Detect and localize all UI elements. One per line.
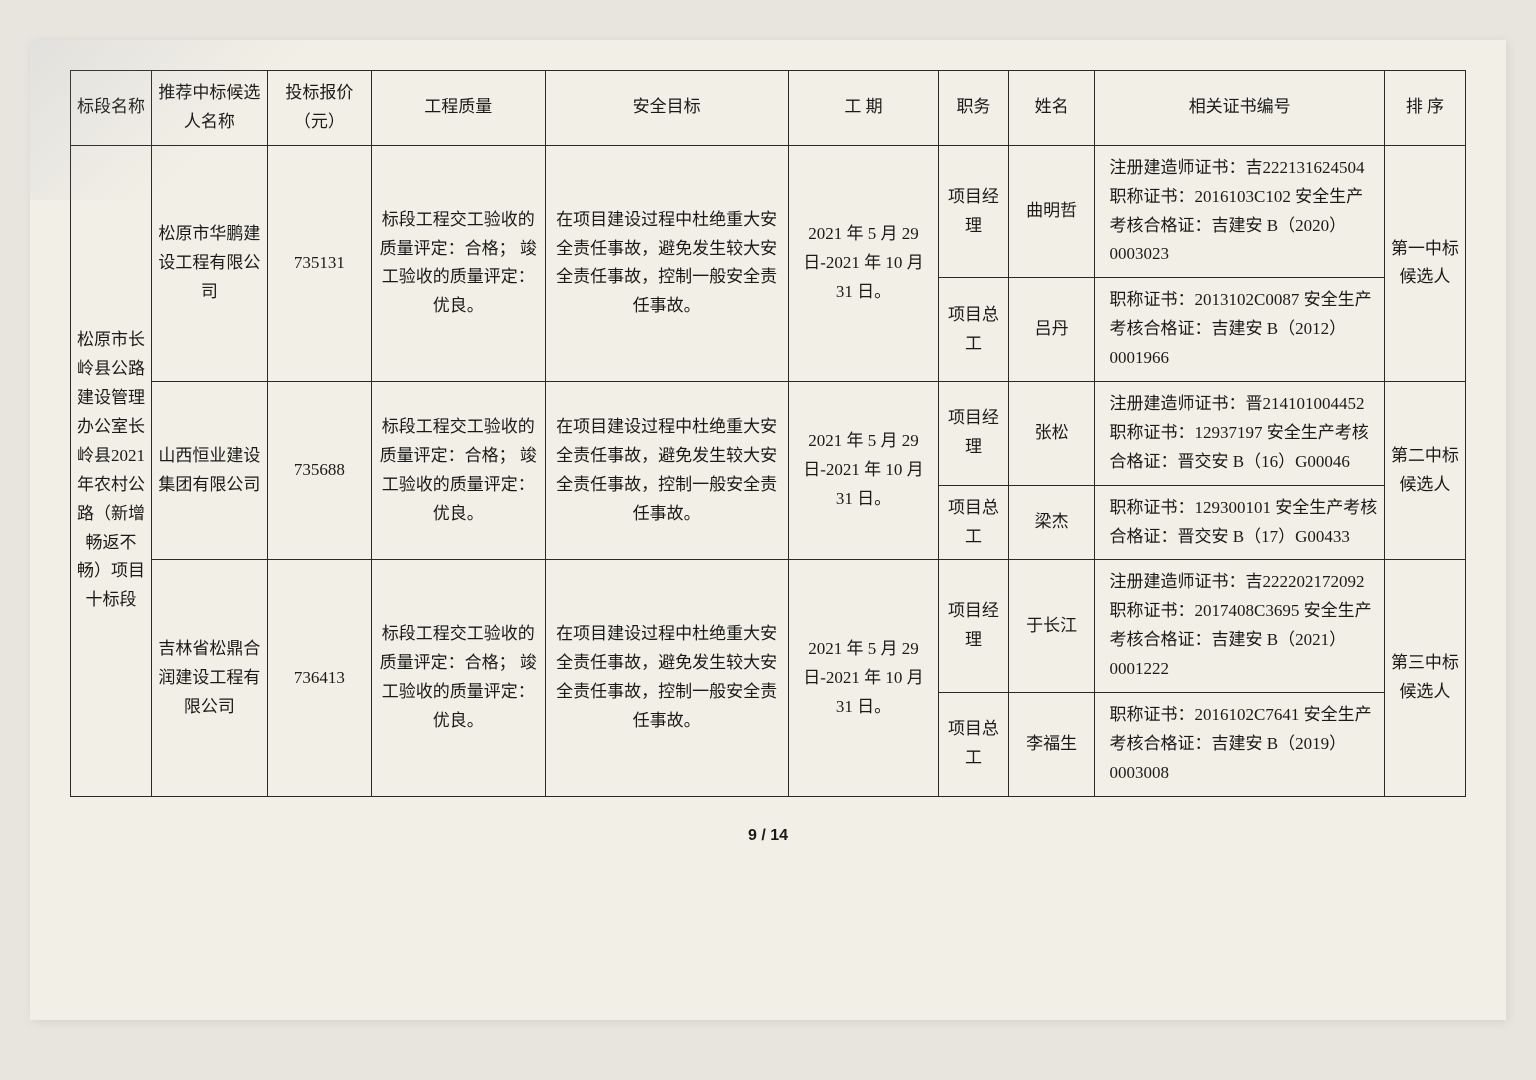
cell-cert: 注册建造师证书：吉222202172092 职称证书：2017408C3695 … <box>1095 560 1384 693</box>
cell-name: 李福生 <box>1008 693 1095 797</box>
cell-price: 735131 <box>267 145 371 381</box>
th-safety: 安全目标 <box>545 71 788 146</box>
th-price: 投标报价 （元） <box>267 71 371 146</box>
cell-rank: 第一中标候选人 <box>1384 145 1465 381</box>
cell-role: 项目经理 <box>939 382 1008 486</box>
th-period: 工 期 <box>788 71 938 146</box>
cell-safety: 在项目建设过程中杜绝重大安全责任事故，避免发生较大安全责任事故，控制一般安全责任… <box>545 145 788 381</box>
cell-period: 2021 年 5 月 29 日-2021 年 10 月 31 日。 <box>788 560 938 796</box>
cell-safety: 在项目建设过程中杜绝重大安全责任事故，避免发生较大安全责任事故，控制一般安全责任… <box>545 560 788 796</box>
cell-cert: 注册建造师证书：吉222131624504 职称证书：2016103C102 安… <box>1095 145 1384 278</box>
cell-quality: 标段工程交工验收的质量评定：合格； 竣工验收的质量评定：优良。 <box>371 382 545 560</box>
cell-cert: 职称证书：2016102C7641 安全生产考核合格证：吉建安 B（2019）0… <box>1095 693 1384 797</box>
th-section: 标段名称 <box>71 71 152 146</box>
cell-role: 项目总工 <box>939 693 1008 797</box>
table-row: 山西恒业建设集团有限公司 735688 标段工程交工验收的质量评定：合格； 竣工… <box>71 382 1466 486</box>
cell-company: 松原市华鹏建设工程有限公司 <box>152 145 268 381</box>
table-row: 吉林省松鼎合润建设工程有限公司 736413 标段工程交工验收的质量评定：合格；… <box>71 560 1466 693</box>
page-number: 9 / 14 <box>70 827 1466 845</box>
cell-price: 736413 <box>267 560 371 796</box>
th-name: 姓名 <box>1008 71 1095 146</box>
cell-name: 曲明哲 <box>1008 145 1095 278</box>
cell-safety: 在项目建设过程中杜绝重大安全责任事故，避免发生较大安全责任事故，控制一般安全责任… <box>545 382 788 560</box>
th-role: 职务 <box>939 71 1008 146</box>
cell-section-name: 松原市长岭县公路建设管理办公室长岭县2021年农村公路（新增畅返不畅）项目十标段 <box>71 145 152 796</box>
cell-name: 张松 <box>1008 382 1095 486</box>
cell-period: 2021 年 5 月 29 日-2021 年 10 月 31 日。 <box>788 382 938 560</box>
cell-cert: 职称证书：2013102C0087 安全生产考核合格证：吉建安 B（2012）0… <box>1095 278 1384 382</box>
th-quality: 工程质量 <box>371 71 545 146</box>
cell-role: 项目经理 <box>939 145 1008 278</box>
th-bidder: 推荐中标候选人名称 <box>152 71 268 146</box>
cell-period: 2021 年 5 月 29 日-2021 年 10 月 31 日。 <box>788 145 938 381</box>
cell-role: 项目总工 <box>939 278 1008 382</box>
document-page: 标段名称 推荐中标候选人名称 投标报价 （元） 工程质量 安全目标 工 期 职务… <box>30 40 1506 1020</box>
cell-name: 吕丹 <box>1008 278 1095 382</box>
cell-cert: 职称证书：129300101 安全生产考核合格证：晋交安 B（17）G00433 <box>1095 485 1384 560</box>
cell-rank: 第二中标候选人 <box>1384 382 1465 560</box>
cell-role: 项目总工 <box>939 485 1008 560</box>
cell-company: 山西恒业建设集团有限公司 <box>152 382 268 560</box>
cell-price: 735688 <box>267 382 371 560</box>
cell-name: 于长江 <box>1008 560 1095 693</box>
th-rank: 排 序 <box>1384 71 1465 146</box>
table-row: 松原市长岭县公路建设管理办公室长岭县2021年农村公路（新增畅返不畅）项目十标段… <box>71 145 1466 278</box>
cell-rank: 第三中标候选人 <box>1384 560 1465 796</box>
cell-quality: 标段工程交工验收的质量评定：合格； 竣工验收的质量评定：优良。 <box>371 560 545 796</box>
cell-role: 项目经理 <box>939 560 1008 693</box>
cell-name: 梁杰 <box>1008 485 1095 560</box>
cell-company: 吉林省松鼎合润建设工程有限公司 <box>152 560 268 796</box>
bid-candidates-table: 标段名称 推荐中标候选人名称 投标报价 （元） 工程质量 安全目标 工 期 职务… <box>70 70 1466 797</box>
cell-quality: 标段工程交工验收的质量评定：合格； 竣工验收的质量评定：优良。 <box>371 145 545 381</box>
table-header-row: 标段名称 推荐中标候选人名称 投标报价 （元） 工程质量 安全目标 工 期 职务… <box>71 71 1466 146</box>
cell-cert: 注册建造师证书：晋214101004452 职称证书：12937197 安全生产… <box>1095 382 1384 486</box>
th-cert: 相关证书编号 <box>1095 71 1384 146</box>
